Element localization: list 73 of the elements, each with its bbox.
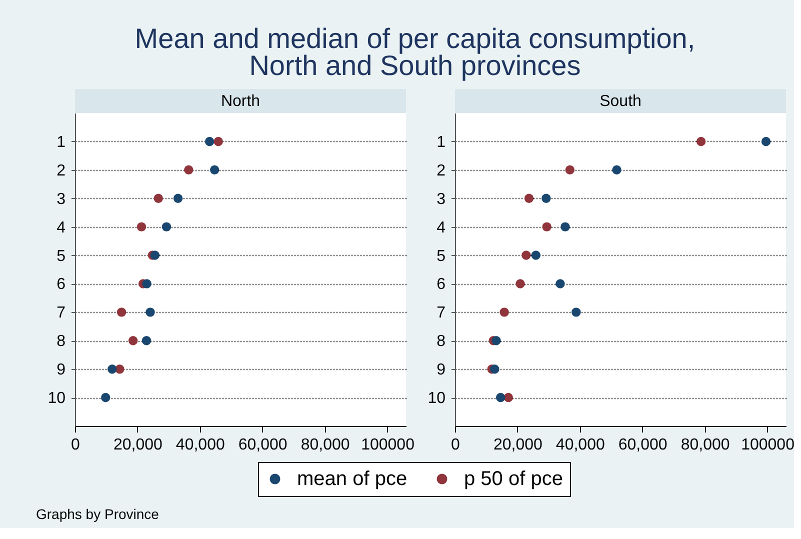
chart-subtitle: North (220, 93, 260, 110)
point (492, 336, 501, 346)
point (516, 279, 525, 288)
point (150, 250, 160, 260)
point (572, 308, 581, 317)
y-tick-label: 5 (56, 248, 66, 265)
x-tick-label: 40,000 (176, 436, 225, 454)
point (556, 279, 565, 288)
chart-subtitle: South (600, 93, 642, 110)
point (184, 165, 194, 175)
point (524, 194, 534, 203)
point (542, 222, 552, 232)
point (214, 136, 223, 146)
y-tick-label: 6 (436, 276, 446, 294)
point (761, 136, 771, 146)
x-tick-label: 0 (71, 436, 80, 454)
point (146, 308, 155, 317)
y-tick-label: 4 (436, 219, 446, 236)
point (696, 136, 706, 146)
point (560, 222, 570, 232)
point (162, 222, 172, 232)
x-tick-label: 80,000 (300, 436, 350, 454)
point (500, 308, 509, 317)
point (108, 364, 117, 374)
point (496, 392, 506, 402)
point (490, 364, 500, 374)
y-tick-label: 7 (436, 304, 446, 322)
point (173, 194, 183, 203)
x-tick-label: 60,000 (618, 436, 668, 454)
y-tick-label: 2 (436, 162, 446, 180)
x-tick-label: 20,000 (493, 436, 543, 454)
y-tick-label: 9 (56, 362, 66, 379)
y-tick-label: 8 (436, 333, 446, 350)
point (100, 392, 110, 402)
y-tick-label: 8 (56, 333, 66, 350)
x-tick-label: 20,000 (113, 436, 163, 454)
x-tick-label: 80,000 (680, 436, 730, 454)
x-tick-label: 100000 (361, 436, 415, 454)
y-tick-label: 1 (56, 134, 66, 151)
y-tick-label: 2 (56, 162, 66, 180)
point (142, 336, 152, 346)
point (116, 308, 126, 317)
y-tick-label: 9 (436, 362, 446, 379)
point (565, 165, 575, 175)
legend-label: p 50 of pce (464, 468, 563, 490)
text: Graphs by Province (36, 506, 160, 522)
point (115, 364, 124, 374)
point (204, 136, 214, 146)
y-tick-label: 10 (428, 390, 446, 408)
y-tick-label: 5 (436, 248, 446, 265)
point (142, 279, 152, 288)
y-tick-label: 1 (436, 134, 446, 151)
x-tick-label: 60,000 (238, 436, 288, 454)
legend-label: mean of pce (297, 468, 408, 490)
y-tick-label: 7 (56, 304, 66, 322)
point (522, 250, 531, 260)
y-tick-label: 3 (56, 190, 66, 208)
point (504, 392, 514, 402)
chart-title: Mean and median of per capita consumption, North and South provinces (134, 23, 696, 81)
y-tick-label: 3 (436, 190, 446, 208)
point (612, 165, 622, 175)
point (136, 222, 146, 232)
point (542, 194, 551, 203)
x-tick-label: 40,000 (556, 436, 605, 454)
point (154, 194, 163, 203)
y-tick-label: 6 (56, 276, 66, 294)
point (210, 165, 220, 175)
y-tick-label: 10 (48, 390, 66, 408)
x-tick-label: 0 (451, 436, 460, 454)
x-tick-label: 100000 (741, 436, 795, 454)
point (128, 336, 138, 346)
point (531, 250, 540, 260)
y-tick-label: 4 (56, 219, 66, 236)
